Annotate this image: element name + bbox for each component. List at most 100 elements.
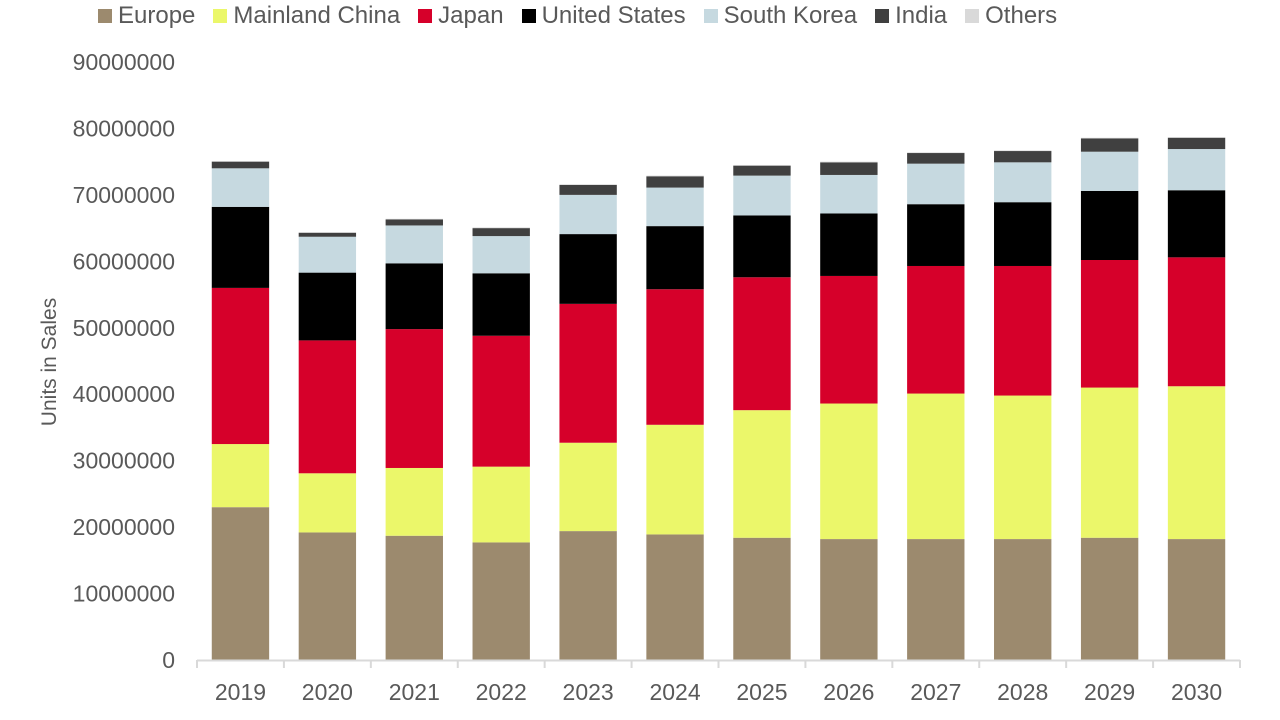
bar-segment-2030-south-korea — [1167, 149, 1226, 191]
x-tick-label: 2021 — [389, 679, 440, 705]
bar-segment-2020-united-states — [298, 272, 357, 341]
y-tick-label: 80000000 — [73, 115, 175, 141]
bar-segment-2020-others — [298, 232, 357, 233]
x-tick-label: 2019 — [215, 679, 266, 705]
bar-segment-2022-united-states — [472, 273, 530, 336]
bar-segment-2030-united-states — [1167, 190, 1226, 258]
x-tick-label: 2022 — [476, 679, 527, 705]
legend-swatch — [875, 9, 890, 23]
bar-segment-2027-japan — [907, 265, 965, 394]
bar-segment-2022-south-korea — [472, 236, 530, 274]
chart-legend: Europe Mainland China Japan United States So… — [98, 2, 1075, 30]
bar-segment-2025-japan — [733, 277, 791, 411]
x-tick-label: 2026 — [823, 679, 874, 705]
bar-segment-2026-india — [820, 162, 878, 175]
bar-segment-2022-india — [472, 228, 530, 237]
bar-segment-2029-japan — [1080, 260, 1139, 388]
bar-segment-2027-mainland-china — [907, 393, 965, 540]
x-tick-label: 2023 — [563, 679, 614, 705]
bar-segment-2025-mainland-china — [733, 410, 791, 538]
y-tick-label: 0 — [162, 647, 175, 673]
y-tick-label: 60000000 — [73, 248, 175, 274]
bar-segment-2025-south-korea — [733, 175, 791, 216]
legend-label: South Korea — [723, 2, 858, 29]
legend-label: Europe — [118, 2, 196, 29]
bar-segment-2024-united-states — [646, 226, 704, 290]
bar-segment-2028-others — [994, 150, 1052, 152]
bar-segment-2028-south-korea — [994, 162, 1052, 203]
bar-segment-2027-others — [907, 152, 965, 154]
bar-segment-2024-japan — [646, 289, 704, 425]
x-tick-label: 2028 — [997, 679, 1048, 705]
x-tick-label: 2025 — [736, 679, 787, 705]
bar-segment-2026-south-korea — [820, 174, 878, 214]
bar-segment-2026-others — [820, 161, 878, 163]
bar-segment-2027-south-korea — [907, 163, 965, 205]
y-axis: 0 10000000 20000000 30000000 40000000 5000000… — [73, 49, 175, 673]
bar-segment-2027-united-states — [907, 204, 965, 266]
legend-item-united-states: United States — [521, 2, 686, 30]
legend-label: Mainland China — [233, 2, 401, 29]
bar-segment-2020-mainland-china — [298, 473, 357, 533]
bar-segment-2024-others — [646, 175, 704, 177]
bar-segment-2030-japan — [1167, 257, 1226, 387]
bar-segment-2021-mainland-china — [385, 467, 443, 536]
x-axis: 2019 2020 2021 2022 2023 2024 2025 2026 2027 2028… — [196, 659, 1241, 705]
y-tick-label: 40000000 — [73, 381, 175, 407]
y-tick-label: 10000000 — [73, 581, 175, 607]
bar-segment-2020-japan — [298, 340, 357, 474]
y-tick-label: 50000000 — [73, 315, 175, 341]
y-axis-title: Units in Sales — [38, 298, 61, 426]
bar-segment-2026-japan — [820, 275, 878, 404]
bar-segment-2019-mainland-china — [211, 444, 270, 508]
bar-segment-2020-india — [298, 232, 357, 237]
bar-segment-2029-south-korea — [1080, 151, 1139, 191]
bar-segment-2030-india — [1167, 137, 1226, 150]
bar-segment-2021-south-korea — [385, 225, 443, 264]
y-tick-label: 30000000 — [73, 448, 175, 474]
x-tick-label: 2024 — [649, 679, 700, 705]
bar-segment-2028-india — [994, 151, 1052, 163]
bar-segment-2022-mainland-china — [472, 466, 530, 543]
legend-item-mainland-china: Mainland China — [213, 2, 400, 30]
bar-segment-2021-japan — [385, 329, 443, 468]
legend-swatch — [98, 9, 112, 23]
legend-item-japan: Japan — [418, 2, 504, 30]
bar-segment-2021-united-states — [385, 263, 443, 330]
bar-segment-2019-others — [211, 161, 270, 162]
bar-segment-2029-india — [1080, 138, 1139, 152]
bar-segment-2023-india — [559, 184, 617, 195]
x-tick-label: 2030 — [1171, 679, 1222, 705]
legend-item-europe: Europe — [98, 2, 195, 30]
bar-segment-2019-united-states — [211, 206, 270, 288]
bar-segment-2019-india — [211, 161, 270, 169]
legend-label: Japan — [438, 2, 504, 29]
bar-segment-2030-europe — [1167, 539, 1226, 660]
y-tick-label: 90000000 — [73, 49, 175, 75]
bar-segment-2019-japan — [211, 287, 270, 445]
legend-swatch — [418, 9, 433, 23]
bar-segment-2029-united-states — [1080, 190, 1139, 261]
bar-segment-2028-united-states — [994, 202, 1052, 266]
bar-segment-2029-others — [1080, 137, 1139, 139]
legend-swatch — [521, 9, 536, 23]
bar-segment-2029-europe — [1080, 537, 1139, 660]
bars — [211, 137, 1226, 660]
bar-segment-2028-mainland-china — [994, 395, 1052, 540]
bar-segment-2020-europe — [298, 532, 357, 660]
bar-segment-2027-europe — [907, 539, 965, 660]
legend-label: Others — [985, 2, 1058, 29]
bar-segment-2019-south-korea — [211, 168, 270, 207]
legend-swatch — [213, 9, 228, 23]
bar-segment-2030-mainland-china — [1167, 386, 1226, 540]
bar-segment-2023-japan — [559, 303, 617, 443]
bar-segment-2029-mainland-china — [1080, 387, 1139, 538]
y-tick-label: 70000000 — [73, 182, 175, 208]
bar-segment-2024-india — [646, 176, 704, 188]
x-tick-label: 2029 — [1084, 679, 1135, 705]
legend-item-india: India — [875, 2, 947, 30]
bar-segment-2025-united-states — [733, 215, 791, 278]
bar-segment-2027-india — [907, 153, 965, 164]
bar-segment-2021-others — [385, 218, 443, 220]
